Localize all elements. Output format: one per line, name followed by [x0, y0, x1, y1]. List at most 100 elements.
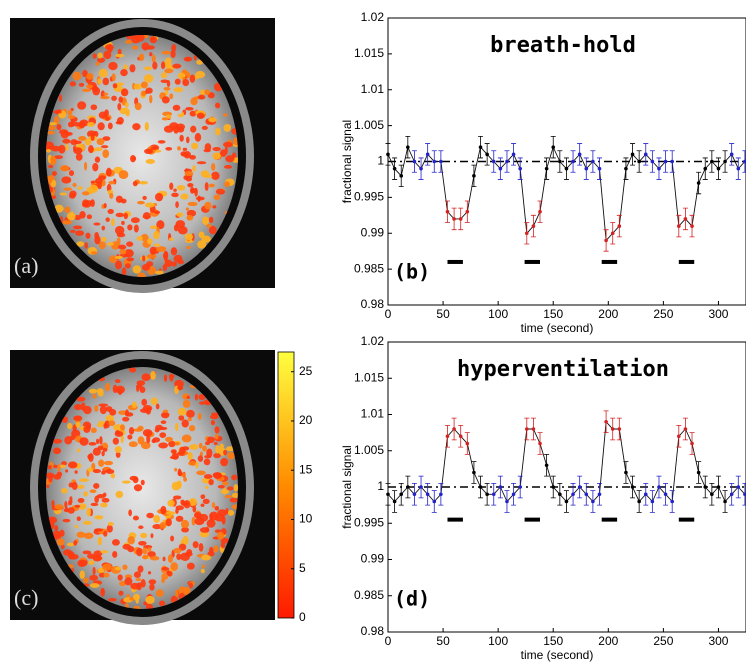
data-point — [604, 238, 608, 243]
activation-blob — [204, 201, 212, 210]
activation-blob — [136, 582, 142, 591]
activation-blob — [178, 543, 187, 551]
activation-blob — [198, 442, 203, 449]
activation-blob — [189, 443, 199, 450]
activation-blob — [199, 531, 210, 538]
activation-blob — [208, 478, 214, 486]
activation-blob — [142, 554, 149, 560]
activation-blob — [171, 44, 177, 53]
activation-blob — [173, 87, 184, 93]
activation-blob — [127, 224, 133, 231]
activation-blob — [84, 242, 89, 249]
activation-blob — [82, 520, 92, 525]
activation-blob — [103, 50, 112, 60]
activation-blob — [79, 119, 89, 127]
data-point — [657, 485, 661, 489]
activation-blob — [99, 436, 103, 445]
activation-blob — [90, 502, 99, 507]
activation-blob — [130, 217, 140, 224]
activation-blob — [200, 568, 205, 574]
activation-blob — [52, 110, 62, 114]
activation-blob — [142, 195, 147, 200]
activation-blob — [167, 570, 173, 577]
activation-blob — [76, 241, 85, 247]
activation-blob — [163, 125, 174, 133]
activation-blob — [75, 153, 83, 161]
data-point — [577, 485, 582, 489]
activation-blob — [161, 50, 171, 55]
activation-blob — [157, 140, 166, 144]
y-tick-label: 0.98 — [361, 624, 385, 638]
activation-blob — [120, 69, 128, 77]
activation-blob — [95, 61, 100, 66]
activation-blob — [54, 525, 59, 532]
activation-blob — [181, 434, 192, 443]
activation-blob — [60, 165, 70, 172]
activation-blob — [87, 467, 94, 472]
activation-blob — [176, 480, 182, 489]
activation-blob — [133, 484, 143, 492]
data-point — [564, 499, 569, 504]
activation-blob — [86, 72, 94, 80]
x-tick-label: 300 — [708, 307, 728, 321]
activation-blob — [175, 515, 184, 522]
activation-blob — [160, 79, 169, 83]
activation-blob — [152, 61, 158, 70]
activation-blob — [67, 461, 78, 469]
activation-blob — [72, 225, 83, 230]
activation-blob — [120, 88, 129, 97]
activation-blob — [51, 171, 57, 176]
activation-blob — [231, 474, 238, 481]
activation-blob — [83, 405, 92, 415]
activation-blob — [97, 57, 106, 63]
activation-blob — [211, 502, 216, 509]
activation-blob — [64, 436, 73, 445]
activation-blob — [172, 104, 181, 111]
activation-blob — [112, 384, 118, 394]
activation-blob — [88, 145, 94, 154]
activation-blob — [132, 476, 139, 484]
data-point — [419, 166, 423, 171]
activation-blob — [132, 515, 139, 521]
activation-blob — [108, 61, 118, 71]
activation-blob — [217, 485, 225, 489]
activation-blob — [81, 88, 92, 92]
activation-blob — [176, 126, 185, 133]
activation-blob — [169, 182, 174, 190]
activation-blob — [168, 440, 176, 448]
data-point — [518, 485, 522, 489]
activation-blob — [185, 56, 191, 62]
data-point — [439, 159, 443, 164]
activation-blob — [151, 54, 156, 63]
x-tick-label: 200 — [598, 307, 618, 321]
activation-blob — [223, 165, 233, 169]
activation-blob — [181, 527, 190, 533]
x-tick-label: 100 — [488, 307, 508, 321]
activation-blob — [73, 415, 83, 421]
activation-blob — [135, 578, 142, 582]
activation-blob — [142, 212, 151, 220]
data-point — [683, 217, 688, 221]
activation-blob — [140, 90, 147, 97]
colorbar-tick-label: 5 — [299, 561, 306, 575]
data-point — [657, 166, 661, 171]
data-point — [729, 152, 734, 157]
activation-blob — [105, 406, 113, 412]
y-tick-label: 1.005 — [354, 443, 384, 457]
activation-blob — [164, 259, 173, 268]
activation-blob — [88, 560, 95, 565]
activation-blob — [126, 241, 134, 247]
activation-blob — [190, 97, 198, 106]
activation-blob — [168, 237, 174, 241]
activation-blob — [47, 125, 56, 131]
activation-blob — [154, 192, 164, 202]
data-point — [677, 434, 681, 439]
activation-blob — [118, 410, 127, 415]
activation-blob — [52, 534, 62, 540]
data-point — [683, 427, 688, 431]
activation-blob — [97, 536, 102, 546]
activation-blob — [189, 74, 196, 83]
activation-blob — [51, 500, 55, 508]
activation-blob — [69, 81, 76, 87]
